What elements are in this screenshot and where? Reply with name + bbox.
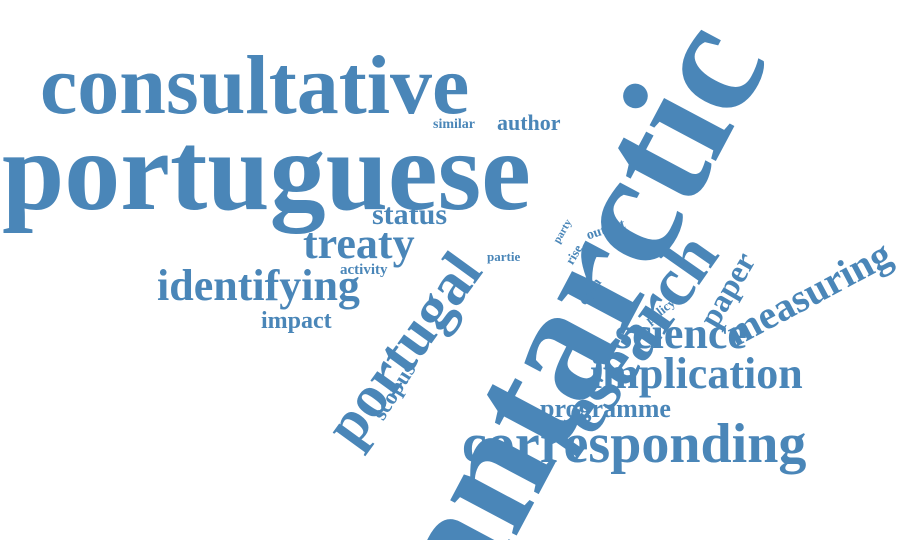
word-implication: implication [590,349,803,398]
word-activity: activity [340,262,388,278]
word-corresponding: corresponding [462,413,807,475]
word-treaty: treaty [303,219,415,268]
word-portuguese: portuguese [2,110,531,234]
word-partie: partie [487,249,521,264]
word-similar: similar [433,117,475,132]
word-measuring: measuring [718,230,899,356]
word-status: status [372,198,448,231]
word-identifying: identifying [157,261,360,310]
word-author: author [497,110,561,135]
word-impact: impact [261,308,332,334]
word-programme: programme [540,394,671,423]
word-science: science [615,309,747,358]
word-consultative: consultative [40,39,470,132]
